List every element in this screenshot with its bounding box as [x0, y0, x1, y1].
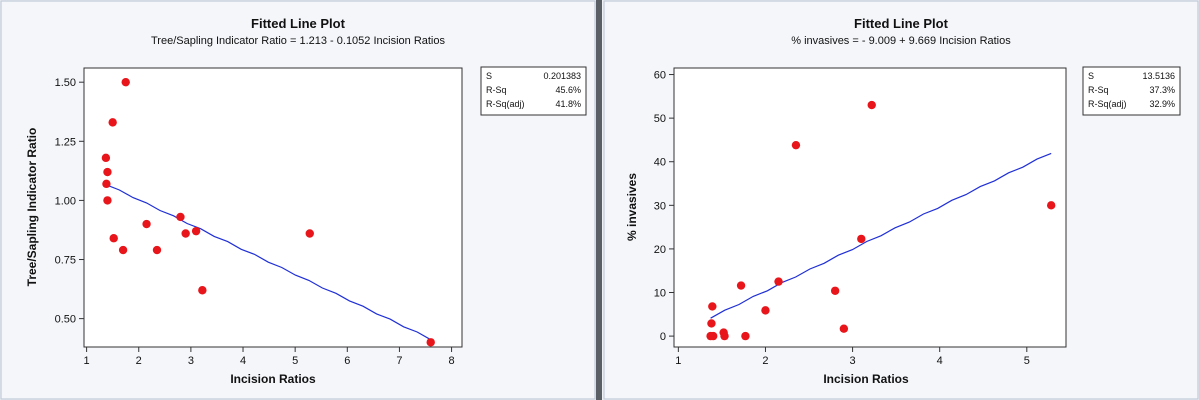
regression-stats-box: S 0.201383 R-Sq 45.6% R-Sq(adj) 41.8% [480, 66, 587, 116]
y-axis-title: % invasives [625, 173, 639, 241]
stats-box-frame [480, 66, 587, 116]
data-point [102, 179, 111, 189]
data-point [108, 118, 117, 127]
y-tick-label: 0.50 [55, 314, 76, 326]
data-point [839, 324, 849, 333]
y-axis-title: Tree/Sapling Indicator Ratio [25, 128, 39, 287]
data-point [857, 234, 866, 244]
data-points [101, 77, 435, 347]
data-point [152, 245, 162, 255]
y-tick-label: 0.75 [55, 255, 76, 267]
x-tick-label: 8 [449, 355, 455, 367]
stat-label: R-Sq(adj) [1088, 99, 1127, 109]
data-point [791, 140, 801, 150]
stat-value: 41.8% [555, 99, 581, 109]
x-tick-label: 6 [344, 355, 350, 367]
x-axis: 1 2 3 4 5 6 7 8 [84, 347, 455, 367]
stats-box-frame [1082, 66, 1181, 116]
data-point [774, 277, 783, 286]
x-tick-label: 3 [188, 355, 194, 367]
y-tick-label: 1.50 [55, 77, 76, 89]
y-tick-label: 1.25 [55, 136, 76, 148]
panel-divider[interactable] [596, 0, 602, 400]
x-tick-label: 1 [675, 355, 681, 367]
stat-value: 45.6% [555, 85, 581, 95]
y-axis: 0.50 0.75 1.00 1.25 1.50 [55, 77, 84, 326]
data-point [709, 331, 718, 341]
data-points [706, 100, 1056, 341]
x-tick-label: 2 [762, 355, 768, 367]
data-point [707, 319, 716, 328]
x-tick-label: 3 [850, 355, 856, 367]
y-tick-label: 30 [654, 200, 666, 212]
chart-subtitle: Tree/Sapling Indicator Ratio = 1.213 - 0… [151, 35, 446, 47]
y-tick-label: 0 [660, 331, 666, 343]
stat-label: R-Sq [1088, 85, 1109, 95]
fitted-regression-line [710, 152, 1052, 319]
x-tick-label: 5 [1024, 355, 1030, 367]
y-tick-label: 20 [654, 244, 666, 256]
data-point [103, 196, 112, 205]
data-point [426, 338, 435, 347]
chart-subtitle: % invasives = - 9.009 + 9.669 Incision R… [791, 35, 1011, 47]
data-point [176, 212, 185, 222]
regression-stats-box: S 13.5136 R-Sq 37.3% R-Sq(adj) 32.9% [1082, 66, 1181, 116]
x-tick-label: 4 [240, 355, 246, 367]
data-point [830, 286, 840, 295]
y-tick-label: 40 [654, 157, 666, 169]
data-point [736, 281, 746, 290]
stat-label: S [1088, 71, 1094, 81]
x-tick-label: 4 [937, 355, 943, 367]
data-point [121, 77, 130, 87]
stat-value: 32.9% [1149, 99, 1175, 109]
stat-value: 37.3% [1149, 85, 1175, 95]
stat-label: S [486, 71, 492, 81]
data-point [109, 234, 118, 243]
x-axis-title: Incision Ratios [230, 372, 316, 386]
data-point [103, 167, 112, 177]
x-tick-label: 7 [396, 355, 402, 367]
x-axis-title: Incision Ratios [823, 372, 909, 386]
data-point [708, 302, 717, 311]
y-tick-label: 60 [654, 70, 666, 82]
plot-area [673, 67, 1067, 348]
data-point [1046, 201, 1056, 210]
data-point [867, 100, 876, 110]
data-point [118, 245, 128, 255]
y-tick-label: 10 [654, 288, 666, 300]
data-point [741, 331, 750, 341]
y-tick-label: 1.00 [55, 195, 76, 207]
y-tick-label: 50 [654, 113, 666, 125]
data-point [761, 306, 770, 315]
x-tick-label: 2 [136, 355, 142, 367]
data-point [720, 331, 729, 341]
data-point [191, 226, 201, 236]
x-axis: 1 2 3 4 5 [675, 347, 1030, 367]
x-tick-label: 1 [84, 355, 90, 367]
x-tick-label: 5 [292, 355, 298, 367]
fitted-regression-line [105, 184, 431, 341]
chart-tree-sapling: Fitted Line Plot Tree/Sapling Indicator … [25, 16, 587, 386]
chart-title: Fitted Line Plot [854, 16, 949, 31]
stat-label: R-Sq(adj) [486, 99, 525, 109]
stat-value: 0.201383 [543, 71, 581, 81]
chart-percent-invasives: Fitted Line Plot % invasives = - 9.009 +… [625, 16, 1181, 386]
data-point [101, 153, 111, 163]
data-point [181, 229, 190, 238]
plot-area [83, 67, 463, 348]
stat-label: R-Sq [486, 85, 507, 95]
y-axis: 0 10 20 30 40 50 60 [654, 70, 674, 343]
data-point [142, 219, 151, 229]
data-point [305, 229, 314, 238]
stat-value: 13.5136 [1142, 71, 1175, 81]
chart-title: Fitted Line Plot [251, 16, 346, 31]
data-point [198, 286, 207, 295]
